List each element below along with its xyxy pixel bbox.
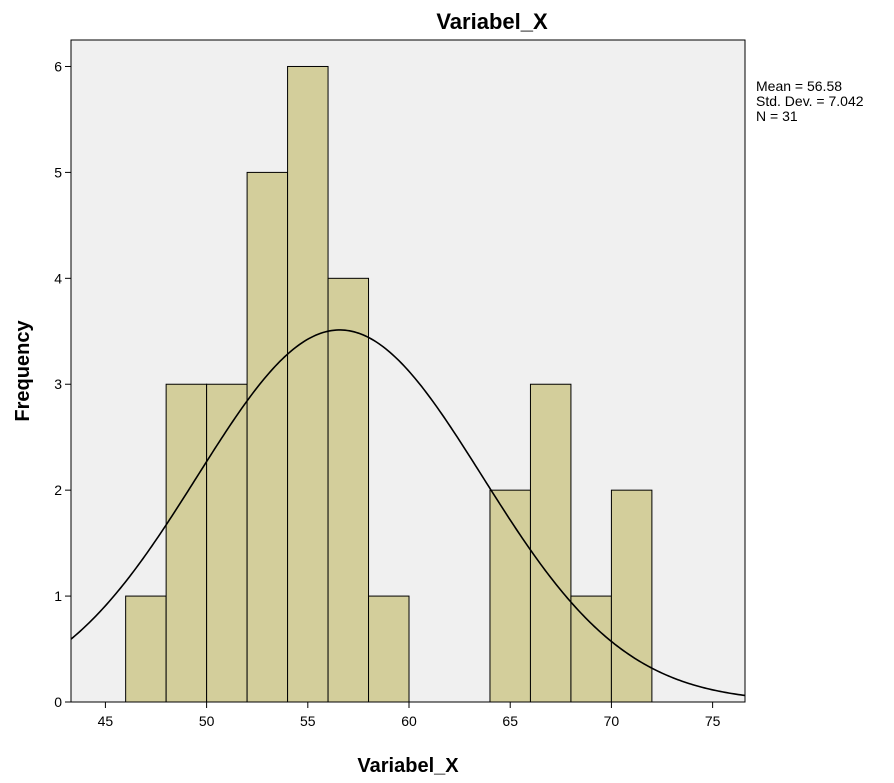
x-tick-label-6: 75 (705, 713, 721, 729)
x-tick-label-2: 55 (300, 713, 316, 729)
y-tick-label-4: 4 (54, 270, 62, 286)
histogram-bar-9 (570, 595, 612, 703)
stat-std-dev: Std. Dev. = 7.042 (756, 93, 864, 109)
histogram-bars (125, 65, 653, 703)
histogram-bar-1 (165, 383, 208, 703)
histogram-bar-5 (327, 277, 370, 703)
histogram-bar-4 (287, 65, 329, 703)
x-axis-label: Variabel_X (357, 755, 459, 777)
y-tick-label-1: 1 (54, 588, 62, 604)
histogram-bar-6 (368, 595, 410, 703)
normal-curve (70, 329, 746, 697)
histogram-bar-0 (125, 595, 167, 703)
stat-mean: Mean = 56.58 (756, 78, 842, 94)
histogram-bar-2 (206, 383, 248, 703)
histogram-bar-7 (489, 489, 531, 703)
x-tick-label-1: 50 (199, 713, 215, 729)
stat-n: N = 31 (756, 108, 798, 124)
y-axis: 0 1 2 3 4 5 6 (54, 58, 71, 710)
chart-title: Variabel_X (436, 9, 548, 34)
y-tick-label-0: 0 (54, 694, 62, 710)
stats-box: Mean = 56.58 Std. Dev. = 7.042 N = 31 (756, 78, 864, 124)
y-tick-label-6: 6 (54, 58, 62, 74)
y-tick-label-2: 2 (54, 482, 62, 498)
x-tick-label-3: 60 (401, 713, 417, 729)
histogram-bar-10 (610, 489, 653, 703)
x-tick-label-5: 70 (604, 713, 620, 729)
x-tick-label-4: 65 (502, 713, 518, 729)
y-axis-label: Frequency (12, 320, 34, 422)
y-tick-label-3: 3 (54, 376, 62, 392)
y-tick-label-5: 5 (54, 164, 62, 180)
x-tick-label-0: 45 (98, 713, 114, 729)
histogram-bar-3 (246, 171, 289, 703)
histogram-bar-8 (529, 383, 572, 703)
x-axis: 45 50 55 60 65 70 75 (98, 702, 721, 729)
